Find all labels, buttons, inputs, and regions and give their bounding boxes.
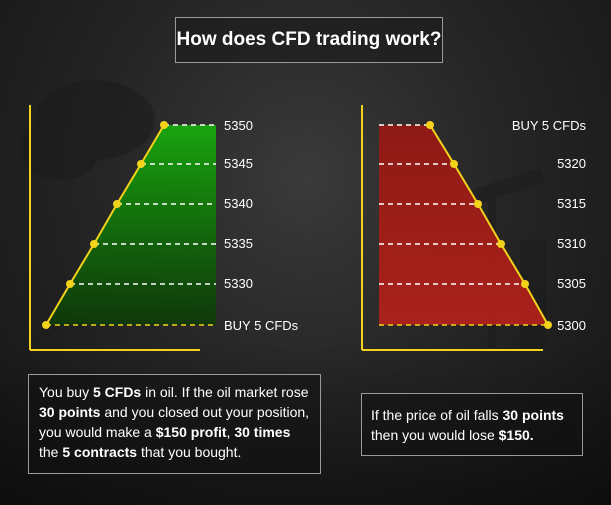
right-level-label: 5300 [557, 318, 586, 333]
right-buy-label: BUY 5 CFDs [512, 118, 587, 133]
price-point [450, 160, 458, 168]
price-rise-line [45, 124, 165, 326]
left-level-lines [46, 124, 216, 326]
caption-bold: 5 CFDs [92, 384, 142, 400]
right-level-label: 5315 [557, 196, 586, 211]
price-point [137, 160, 145, 168]
left-chart-axes [29, 105, 200, 351]
price-point [90, 240, 98, 248]
caption-bold: $150. [498, 427, 534, 443]
right-level-label: 5310 [557, 236, 586, 251]
left-buy-label: BUY 5 CFDs [224, 318, 299, 333]
price-point [426, 121, 434, 129]
right-level-lines [379, 124, 548, 326]
caption-bold: 30 points [39, 404, 101, 420]
caption-bold: 30 times [234, 424, 291, 440]
right-chart-axes [361, 105, 543, 351]
left-level-label: 5330 [224, 276, 253, 291]
price-point [521, 280, 529, 288]
left-price-points [42, 121, 168, 329]
profit-area [46, 125, 216, 325]
caption-bold: $150 profit [155, 424, 227, 440]
caption-text: and you closed out your position, you wo… [39, 404, 310, 440]
caption-bold: 5 contracts [62, 444, 138, 460]
loss-explanation: If the price of oil falls 30 points then… [361, 393, 583, 456]
price-fall-line [429, 124, 549, 326]
page-title: How does CFD trading work? [175, 17, 443, 63]
price-point [544, 321, 552, 329]
right-level-label: 5320 [557, 156, 586, 171]
caption-text: If the price of oil falls [371, 407, 503, 423]
caption-text: , [226, 424, 235, 440]
profit-explanation: You buy 5 CFDs in oil. If the oil market… [28, 374, 321, 474]
caption-text: that you bought. [137, 444, 242, 460]
price-point [497, 240, 505, 248]
price-point [474, 200, 482, 208]
caption-text: You buy [39, 384, 93, 400]
left-level-label: 5340 [224, 196, 253, 211]
tree-silhouette [20, 80, 155, 180]
caption-bold: 30 points [502, 407, 564, 423]
right-price-points [426, 121, 552, 329]
price-point [113, 200, 121, 208]
left-level-label: 5345 [224, 156, 253, 171]
price-point [42, 321, 50, 329]
left-level-label: 5350 [224, 118, 253, 133]
price-point [160, 121, 168, 129]
left-level-label: 5335 [224, 236, 253, 251]
price-point [66, 280, 74, 288]
caption-text: then you would lose [371, 427, 499, 443]
caption-text: the [39, 444, 63, 460]
right-level-label: 5305 [557, 276, 586, 291]
loss-area [379, 125, 548, 325]
caption-text: in oil. If the oil market rose [141, 384, 309, 400]
